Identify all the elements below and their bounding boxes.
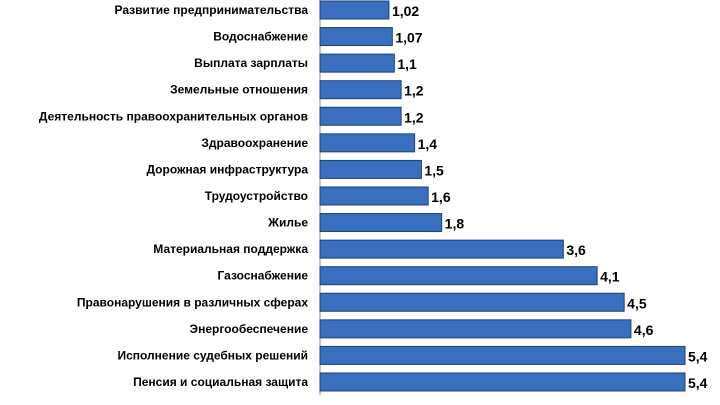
category-label: Развитие предпринимательства xyxy=(115,3,309,17)
category-label: Здравоохранение xyxy=(201,136,308,150)
category-label: Пенсия и социальная защита xyxy=(133,375,308,389)
bar xyxy=(319,106,402,126)
category-label: Материальная поддержка xyxy=(153,242,308,256)
bar xyxy=(319,53,395,73)
bar xyxy=(319,133,416,153)
bar xyxy=(319,266,598,286)
category-label: Дорожная инфраструктура xyxy=(146,162,308,176)
bar xyxy=(319,0,390,20)
value-label: 1,07 xyxy=(395,30,422,46)
bar xyxy=(319,319,632,339)
value-label: 5,4 xyxy=(688,375,708,391)
value-label: 5,4 xyxy=(688,348,708,364)
category-labels-group: Развитие предпринимательства Водоснабжени… xyxy=(39,3,308,389)
value-label: 1,2 xyxy=(404,109,424,125)
value-label: 1,02 xyxy=(392,3,419,19)
bar xyxy=(319,186,429,206)
category-label: Правонарушения в различных сферах xyxy=(77,295,308,309)
bar xyxy=(319,345,686,365)
value-labels-group: 1,02 1,07 1,1 1,2 1,2 1,4 1,5 1,6 1,8 3,6 4,1 4,5 4,… xyxy=(392,3,708,391)
value-label: 1,5 xyxy=(424,162,444,178)
value-label: 4,1 xyxy=(600,269,620,285)
value-label: 1,8 xyxy=(445,216,465,232)
category-label: Трудоустройство xyxy=(205,189,308,203)
category-label: Энергообеспечение xyxy=(190,322,309,336)
value-label: 4,5 xyxy=(627,295,647,311)
bar xyxy=(319,80,402,100)
category-label: Земельные отношения xyxy=(170,83,308,97)
bar xyxy=(319,292,625,312)
value-label: 1,1 xyxy=(397,56,417,72)
category-label: Деятельность правоохранительных органов xyxy=(39,109,308,123)
value-label: 4,6 xyxy=(634,322,654,338)
bar xyxy=(319,372,686,392)
category-label: Исполнение судебных решений xyxy=(117,348,308,362)
bar xyxy=(319,27,393,47)
value-label: 1,2 xyxy=(404,83,424,99)
category-label: Выплата зарплаты xyxy=(194,56,308,70)
category-label: Газоснабжение xyxy=(218,269,309,283)
value-label: 1,6 xyxy=(431,189,451,205)
bar xyxy=(319,159,422,179)
value-label: 1,4 xyxy=(418,136,438,152)
category-label: Жилье xyxy=(267,216,308,230)
bar xyxy=(319,213,443,233)
value-label: 3,6 xyxy=(566,242,586,258)
category-label: Водоснабжение xyxy=(213,30,308,44)
bars-group xyxy=(319,0,686,392)
bar xyxy=(319,239,564,259)
